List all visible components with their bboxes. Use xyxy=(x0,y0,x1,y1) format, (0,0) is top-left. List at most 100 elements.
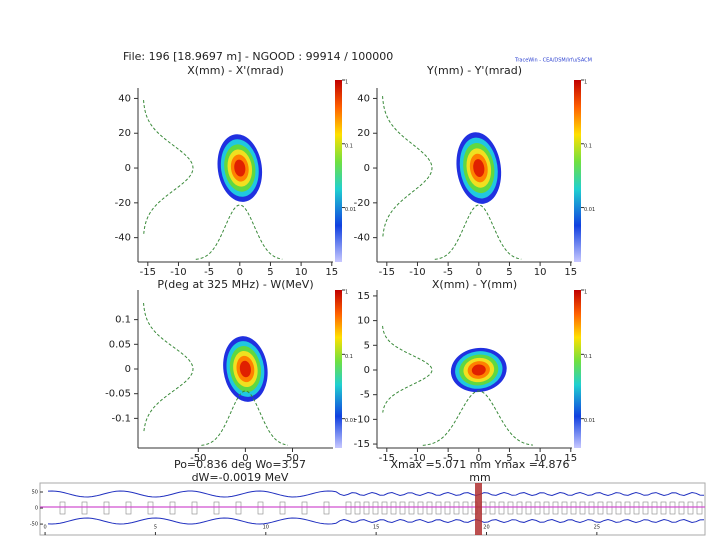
lattice-element xyxy=(125,501,132,515)
lattice-element xyxy=(323,501,330,515)
position-marker xyxy=(475,483,482,535)
lattice-element xyxy=(279,501,286,515)
lattice-element xyxy=(615,501,622,515)
x-tick-label: -10 xyxy=(409,267,425,278)
y-tick-label: 15 xyxy=(357,291,370,302)
lattice-element xyxy=(435,501,442,515)
lattice-element xyxy=(213,501,220,515)
lattice-element xyxy=(525,501,532,515)
x-tick-label: -5 xyxy=(204,267,214,278)
x-tick-label: -10 xyxy=(409,453,425,464)
lattice-element xyxy=(444,501,451,515)
lattice-element xyxy=(345,501,352,515)
envelope xyxy=(47,490,705,498)
lattice-element xyxy=(147,501,154,515)
lattice-element xyxy=(257,501,264,515)
lattice-element xyxy=(606,501,613,515)
colorbar-label: 0.1 xyxy=(584,143,592,149)
lattice-element xyxy=(507,501,514,515)
y-tick-label: -20 xyxy=(354,198,370,209)
colorbar-label: 1 xyxy=(345,290,348,296)
projection xyxy=(434,204,522,260)
lattice-element xyxy=(498,501,505,515)
y-tick-label: -5 xyxy=(360,390,370,401)
x-tick-label: 0 xyxy=(43,525,46,531)
colorbar-label: 0.1 xyxy=(345,143,353,149)
colorbar-label: 0.1 xyxy=(584,354,592,360)
lattice-element xyxy=(687,501,694,515)
brand: TraceWin - CEA/DSM/Irfu/SACM xyxy=(514,58,592,64)
x-tick-label: 0 xyxy=(476,267,482,278)
lattice-element xyxy=(417,501,424,515)
lattice-element xyxy=(363,501,370,515)
x-tick-label: 10 xyxy=(263,525,269,531)
y-tick-label: 50 xyxy=(32,489,38,495)
x-tick-label: -15 xyxy=(140,267,156,278)
density-blob xyxy=(473,159,485,177)
density-blob xyxy=(234,159,246,177)
colorbar-label: 0.01 xyxy=(345,207,356,213)
plot-title: Y(mm) - Y'(mrad) xyxy=(426,64,522,77)
lattice-element xyxy=(381,501,388,515)
lattice-element xyxy=(561,501,568,515)
y-tick-label: -0.1 xyxy=(111,413,131,424)
x-tick-label: 25 xyxy=(594,525,600,531)
lattice-element xyxy=(59,501,66,515)
x-tick-label: 10 xyxy=(534,267,547,278)
y-tick-label: 0 xyxy=(125,364,131,375)
x-tick-label: 15 xyxy=(564,267,577,278)
colorbar xyxy=(574,290,581,448)
projection xyxy=(195,204,283,260)
lattice-element xyxy=(453,501,460,515)
x-tick-label: 5 xyxy=(154,525,157,531)
lattice-element xyxy=(399,501,406,515)
lattice-element xyxy=(516,501,523,515)
y-tick-label: 0 xyxy=(364,163,370,174)
y-tick-label: 20 xyxy=(118,128,131,139)
lattice-element xyxy=(696,501,703,515)
lattice-element xyxy=(103,501,110,515)
lattice-element xyxy=(372,501,379,515)
lattice-element xyxy=(534,501,541,515)
lattice-element xyxy=(408,501,415,515)
colorbar-label: 0.01 xyxy=(584,207,595,213)
x-tick-label: 5 xyxy=(267,267,273,278)
x-tick-label: -10 xyxy=(170,267,186,278)
lattice-element xyxy=(354,501,361,515)
y-tick-label: -20 xyxy=(115,198,131,209)
y-tick-label: -40 xyxy=(115,233,131,244)
x-tick-label: 10 xyxy=(295,267,308,278)
footer-text: mm xyxy=(469,471,490,484)
lattice-element xyxy=(235,501,242,515)
y-tick-label: 0 xyxy=(364,365,370,376)
density-blob xyxy=(239,360,251,378)
x-tick-label: -15 xyxy=(379,453,395,464)
frame xyxy=(39,482,706,536)
projection xyxy=(382,325,433,413)
lattice-element xyxy=(426,501,433,515)
lattice-element xyxy=(570,501,577,515)
lattice-element xyxy=(191,501,198,515)
colorbar xyxy=(335,80,342,262)
density-blob xyxy=(471,364,486,376)
projection xyxy=(201,390,289,446)
x-tick-label: 0 xyxy=(237,267,243,278)
colorbar-label: 1 xyxy=(584,290,587,296)
x-tick-label: 15 xyxy=(564,453,577,464)
y-tick-label: 40 xyxy=(357,93,370,104)
colorbar-label: 1 xyxy=(345,80,348,86)
colorbar-label: 0.01 xyxy=(345,418,356,424)
y-tick-label: -40 xyxy=(354,233,370,244)
footer-text: dW=-0.0019 MeV xyxy=(192,471,289,484)
lattice-element xyxy=(651,501,658,515)
y-tick-label: -10 xyxy=(354,414,370,425)
lattice-element xyxy=(597,501,604,515)
lattice-element xyxy=(669,501,676,515)
lattice-element xyxy=(552,501,559,515)
y-tick-label: 0 xyxy=(125,163,131,174)
projection xyxy=(382,96,433,238)
lattice-element xyxy=(390,501,397,515)
projection xyxy=(143,302,194,433)
lattice-element xyxy=(588,501,595,515)
